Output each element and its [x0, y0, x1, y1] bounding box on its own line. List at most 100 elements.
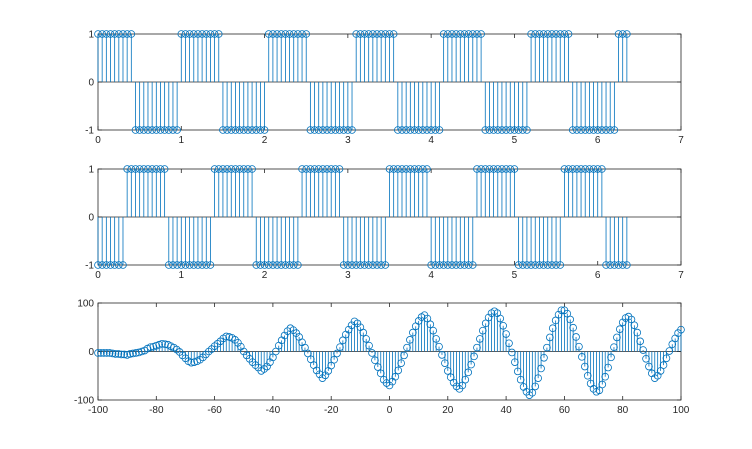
- y-tick-label: 100: [77, 299, 94, 310]
- stem-marker: [614, 30, 623, 38]
- stem-marker: [398, 126, 406, 134]
- stem-marker: [318, 374, 327, 382]
- stem-marker: [414, 317, 423, 325]
- stem-marker: [589, 126, 598, 134]
- stem-marker: [510, 165, 519, 173]
- stem-marker: [618, 30, 627, 38]
- stem-marker: [185, 261, 194, 269]
- stem-marker: [281, 30, 290, 38]
- stem-marker: [131, 165, 140, 173]
- stem-marker: [662, 354, 671, 363]
- stem-marker: [119, 30, 127, 38]
- stem-marker: [100, 349, 108, 357]
- stem-marker: [513, 367, 522, 376]
- stem-marker: [231, 336, 239, 344]
- stem-marker: [499, 321, 507, 330]
- stem-marker: [260, 126, 269, 134]
- stem-marker: [593, 126, 602, 134]
- stem-marker: [364, 30, 373, 38]
- stem-marker: [489, 126, 498, 134]
- stem-marker: [214, 165, 223, 173]
- stem-marker: [264, 30, 273, 38]
- stem-marker: [535, 261, 544, 269]
- stem-marker: [306, 165, 315, 173]
- stem-marker: [481, 126, 490, 134]
- stem-marker: [485, 126, 494, 134]
- stem-marker: [289, 326, 298, 334]
- stem-marker: [623, 30, 631, 38]
- x-tick-label: -100: [88, 405, 108, 416]
- x-tick-label: 3: [345, 270, 351, 281]
- stem-marker: [140, 165, 148, 173]
- stem-marker: [518, 126, 527, 134]
- stem-marker: [114, 350, 123, 358]
- stem-marker: [310, 126, 319, 134]
- stem-marker: [126, 350, 134, 358]
- stem-marker: [564, 165, 573, 173]
- stem-marker: [476, 335, 484, 343]
- y-tick-label: 0: [88, 213, 94, 224]
- stem-marker: [206, 261, 215, 269]
- stem-marker: [156, 165, 165, 173]
- stem-marker: [468, 30, 477, 38]
- stem-marker: [435, 126, 444, 134]
- stem-marker: [514, 126, 523, 134]
- x-tick-label: 2: [262, 270, 268, 281]
- x-tick-label: 5: [512, 270, 518, 281]
- stem-marker: [364, 261, 373, 269]
- stem-marker: [365, 341, 373, 350]
- stem-marker: [327, 126, 336, 134]
- stem-marker: [310, 165, 319, 173]
- stem-marker: [178, 351, 187, 360]
- stem-marker: [508, 348, 516, 357]
- stem-marker: [223, 165, 231, 173]
- stem-marker: [277, 30, 286, 38]
- stem-marker: [260, 261, 269, 269]
- stem-marker: [389, 30, 398, 38]
- stem-marker: [385, 165, 394, 173]
- stem-marker: [235, 165, 244, 173]
- stem-marker: [353, 319, 362, 328]
- stem-marker: [219, 165, 227, 173]
- stem-marker: [273, 30, 281, 38]
- stem-marker: [493, 165, 502, 173]
- stem-marker: [339, 126, 348, 134]
- stem-marker: [409, 328, 417, 337]
- stem-marker: [432, 335, 440, 343]
- stem-marker: [102, 261, 111, 269]
- stem-marker: [210, 165, 219, 173]
- stem-marker: [389, 165, 398, 173]
- stem-marker: [214, 30, 223, 38]
- stem-marker: [606, 261, 615, 269]
- stem-marker: [573, 165, 581, 173]
- stem-marker: [202, 261, 211, 269]
- stem-marker: [158, 339, 166, 348]
- stem-marker: [581, 362, 589, 371]
- stem-marker: [527, 30, 535, 38]
- stem-marker: [394, 366, 403, 375]
- stem-marker: [161, 340, 169, 349]
- stem-marker: [624, 312, 633, 321]
- stem-marker: [160, 165, 169, 173]
- stem-marker: [578, 353, 586, 361]
- stem-marker: [135, 165, 144, 173]
- stem-marker: [398, 165, 406, 173]
- x-tick-label: 0: [95, 135, 101, 146]
- stem-marker: [194, 30, 202, 38]
- stem-marker: [589, 165, 598, 173]
- stem-marker: [489, 165, 498, 173]
- stem-marker: [427, 126, 435, 134]
- stem-marker: [569, 323, 577, 332]
- stem-marker: [198, 261, 206, 269]
- stem-marker: [132, 349, 140, 357]
- stem-marker: [406, 165, 415, 173]
- stem-marker: [94, 30, 102, 38]
- stem-marker: [460, 30, 469, 38]
- x-tick-label: 0: [387, 405, 393, 416]
- stem-marker: [314, 126, 323, 134]
- stem-marker: [449, 378, 458, 387]
- stem-marker: [557, 306, 566, 315]
- stem-marker: [394, 126, 402, 134]
- stem-marker: [185, 30, 194, 38]
- stem-marker: [435, 261, 444, 269]
